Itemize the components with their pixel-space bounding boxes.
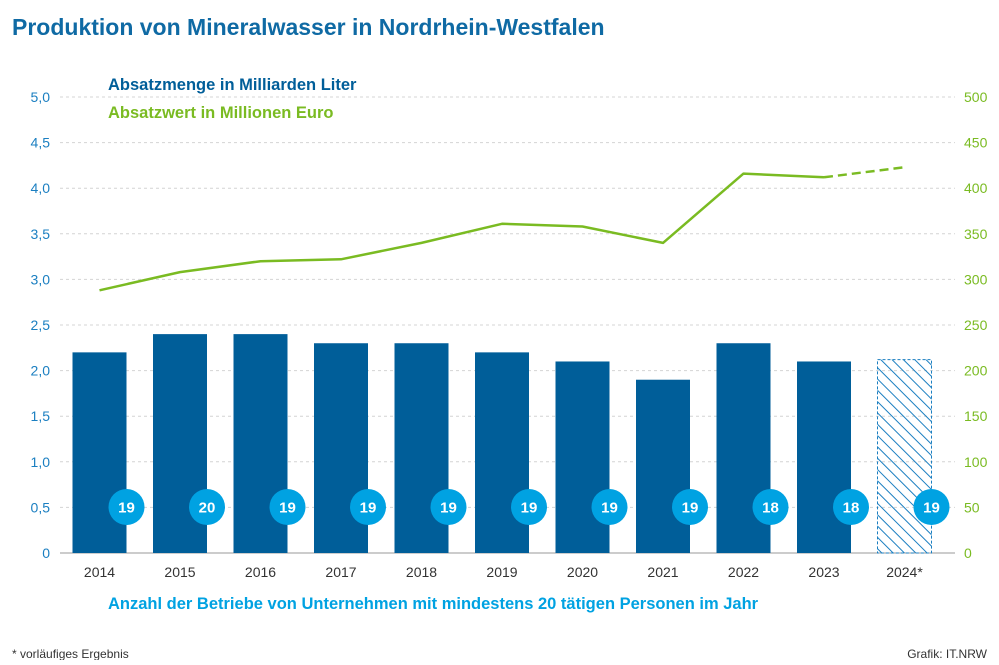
right-axis-tick-label: 100 xyxy=(964,454,988,470)
x-axis-label: 2017 xyxy=(325,564,356,580)
left-axis-tick-label: 0,5 xyxy=(31,499,51,515)
bar xyxy=(797,361,851,553)
badge-label: 18 xyxy=(762,500,779,517)
legend-bars-series: Absatzmenge in Milliarden Liter xyxy=(108,76,357,94)
left-axis: 0 0,5 1,0 1,5 2,0 2,5 3,0 3,5 4,0 4,5 5,0 xyxy=(31,89,51,561)
left-axis-tick-label: 3,5 xyxy=(31,226,51,242)
chart-title: Produktion von Mineralwasser in Nordrhei… xyxy=(12,14,605,40)
left-axis-tick-label: 3,0 xyxy=(31,271,51,287)
badge-label: 18 xyxy=(843,500,860,517)
left-axis-tick-label: 1,5 xyxy=(31,408,51,424)
right-axis-tick-label: 450 xyxy=(964,135,988,151)
right-axis-tick-label: 350 xyxy=(964,226,988,242)
bar xyxy=(636,380,690,553)
x-axis-label: 2015 xyxy=(164,564,195,580)
badge-label: 19 xyxy=(279,500,296,517)
right-axis-tick-label: 300 xyxy=(964,271,988,287)
x-axis-label: 2023 xyxy=(808,564,839,580)
line-series-solid xyxy=(100,174,825,291)
badge-label: 19 xyxy=(923,500,940,517)
line-layer xyxy=(99,167,904,290)
x-axis-label: 2016 xyxy=(245,564,276,580)
bar xyxy=(556,361,610,553)
right-axis: 0 50 100 150 200 250 300 350 400 450 500 xyxy=(964,89,988,561)
badge-label: 19 xyxy=(521,500,538,517)
left-axis-tick-label: 1,0 xyxy=(31,454,51,470)
x-axis-label: 2022 xyxy=(728,564,759,580)
x-axis-labels: 2014 2015 2016 2017 2018 2019 2020 2021 2022 2023… xyxy=(84,564,923,580)
badge-caption: Anzahl der Betriebe von Unternehmen mit … xyxy=(108,595,759,613)
right-axis-tick-label: 500 xyxy=(964,89,988,105)
right-axis-tick-label: 0 xyxy=(964,545,972,561)
badge-label: 19 xyxy=(601,500,618,517)
right-axis-tick-label: 200 xyxy=(964,363,988,379)
left-axis-tick-label: 2,5 xyxy=(31,317,51,333)
left-axis-tick-label: 4,0 xyxy=(31,180,51,196)
right-axis-tick-label: 50 xyxy=(964,499,980,515)
bar-provisional xyxy=(878,360,932,553)
left-axis-tick-label: 4,5 xyxy=(31,135,51,151)
left-axis-tick-label: 2,0 xyxy=(31,363,51,379)
badge-label: 19 xyxy=(440,500,457,517)
right-axis-tick-label: 250 xyxy=(964,317,988,333)
x-axis-label: 2014 xyxy=(84,564,115,580)
left-axis-tick-label: 0 xyxy=(42,545,50,561)
badge-label: 19 xyxy=(360,500,377,517)
x-axis-label: 2018 xyxy=(406,564,437,580)
right-axis-tick-label: 150 xyxy=(964,408,988,424)
x-axis-label: 2019 xyxy=(486,564,517,580)
footnote: * vorläufiges Ergebnis xyxy=(12,647,129,660)
x-axis-label: 2021 xyxy=(647,564,678,580)
badge-label: 19 xyxy=(682,500,699,517)
line-series-dashed xyxy=(824,167,905,177)
right-axis-tick-label: 400 xyxy=(964,180,988,196)
badge-label: 19 xyxy=(118,500,135,517)
x-axis-label: 2020 xyxy=(567,564,598,580)
left-axis-tick-label: 5,0 xyxy=(31,89,51,105)
x-axis-label: 2024* xyxy=(886,564,923,580)
credit: Grafik: IT.NRW xyxy=(907,647,987,660)
legend-line-series: Absatzwert in Millionen Euro xyxy=(108,104,334,122)
badge-label: 20 xyxy=(199,500,216,517)
